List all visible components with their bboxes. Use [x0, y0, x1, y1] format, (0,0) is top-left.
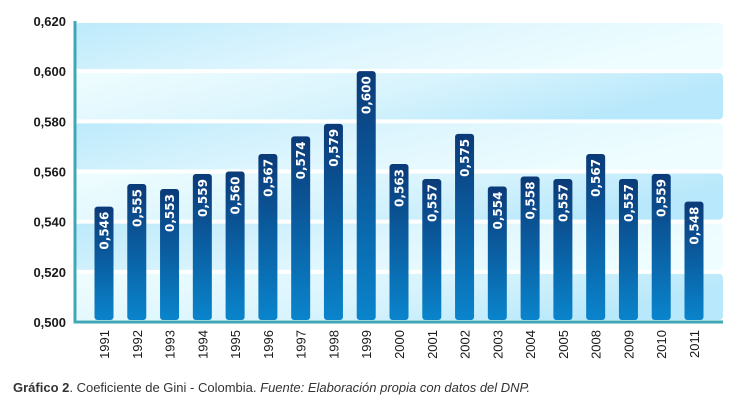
bar-value-label: 0,553 — [163, 194, 177, 232]
y-tick-label: 0,560 — [33, 165, 66, 180]
bar — [487, 186, 507, 320]
caption-source: Fuente: Elaboración propia con datos del… — [260, 380, 531, 395]
x-tick-label: 1998 — [326, 330, 341, 359]
bar-value-label: 0,558 — [524, 182, 538, 220]
bar-value-label: 0,559 — [196, 179, 210, 217]
x-tick-label: 2003 — [490, 330, 505, 359]
x-tick-label: 2004 — [523, 330, 538, 359]
y-tick-label: 0,520 — [33, 265, 66, 280]
bar — [586, 153, 606, 320]
bar-value-label: 0,563 — [393, 169, 407, 207]
y-tick-label: 0,540 — [33, 215, 66, 230]
bars: 0,546 0,555 0,553 0,559 0,560 0,567 0,574 0,579… — [94, 71, 704, 321]
bar-value-label: 0,579 — [327, 129, 341, 167]
bar — [225, 171, 245, 320]
bar — [160, 189, 180, 320]
bar-value-label: 0,555 — [130, 189, 144, 227]
grid-band — [75, 73, 723, 120]
x-tick-label: 2000 — [392, 330, 407, 359]
bar — [520, 176, 540, 320]
bar-value-label: 0,567 — [261, 159, 275, 197]
bar — [356, 71, 376, 321]
x-tick-label: 1997 — [294, 330, 309, 359]
bar — [389, 163, 409, 320]
grid-band — [75, 123, 723, 170]
bar — [684, 201, 704, 320]
bar-value-label: 0,575 — [458, 139, 472, 177]
x-tick-label: 1999 — [359, 330, 374, 359]
bar — [651, 174, 671, 320]
bar-value-label: 0,557 — [425, 184, 439, 222]
bar-value-label: 0,557 — [556, 184, 570, 222]
bar — [94, 206, 114, 320]
bar — [323, 123, 343, 320]
bar-value-label: 0,548 — [688, 207, 702, 245]
grid-band — [75, 23, 723, 70]
gini-bar-chart: 0,500 0,520 0,540 0,560 0,580 0,600 0,620 0,54… — [33, 14, 723, 359]
bar-value-label: 0,574 — [294, 141, 308, 179]
x-tick-label: 2011 — [687, 330, 702, 358]
bar-value-label: 0,567 — [589, 159, 603, 197]
bar-value-label: 0,559 — [655, 179, 669, 217]
bar — [192, 174, 212, 320]
x-tick-label: 2001 — [425, 330, 440, 359]
bar — [127, 184, 147, 320]
bar-value-label: 0,554 — [491, 192, 505, 230]
bar-value-label: 0,560 — [229, 177, 243, 215]
x-tick-label: 1994 — [195, 330, 210, 359]
bar-value-label: 0,557 — [622, 184, 636, 222]
bar — [455, 133, 475, 320]
x-tick-label: 2005 — [556, 330, 571, 359]
bar — [258, 153, 278, 320]
bar-value-label: 0,600 — [360, 76, 374, 114]
y-tick-label: 0,580 — [33, 114, 66, 129]
x-axis-ticks: 1991 1992 1993 1994 1995 1996 1997 1998 1999 2000… — [97, 330, 702, 359]
bar — [291, 136, 311, 320]
x-tick-label: 1992 — [130, 330, 145, 359]
x-tick-label: 2009 — [621, 330, 636, 359]
x-tick-label: 1993 — [163, 330, 178, 359]
bar — [553, 179, 573, 320]
y-tick-label: 0,620 — [33, 14, 66, 29]
bar — [422, 179, 442, 320]
x-tick-label: 2008 — [589, 330, 604, 359]
caption-label: Gráfico 2 — [13, 380, 70, 395]
x-tick-label: 1995 — [228, 330, 243, 359]
x-tick-label: 1991 — [97, 330, 112, 359]
y-tick-label: 0,600 — [33, 64, 66, 79]
figure-caption: Gráfico 2. Coeficiente de Gini - Colombi… — [13, 380, 530, 395]
caption-title: . Coeficiente de Gini - Colombia. — [69, 380, 261, 395]
y-axis-ticks: 0,500 0,520 0,540 0,560 0,580 0,600 0,620 — [33, 14, 66, 330]
y-tick-label: 0,500 — [33, 315, 66, 330]
x-tick-label: 2010 — [654, 330, 669, 359]
bar-value-label: 0,546 — [98, 212, 112, 250]
x-tick-label: 1996 — [261, 330, 276, 359]
bar — [618, 179, 638, 320]
x-tick-label: 2002 — [458, 330, 473, 359]
